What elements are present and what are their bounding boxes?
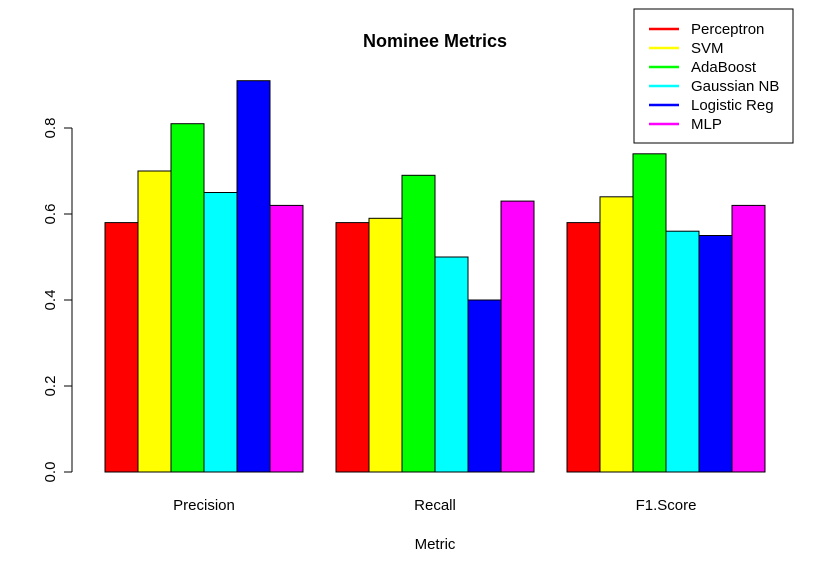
bar	[467, 299, 502, 473]
bar	[632, 153, 667, 473]
bar	[665, 230, 700, 473]
legend-label: MLP	[691, 116, 722, 133]
bar	[698, 235, 733, 473]
legend: Perceptron SVM AdaBoost Gaussian NB Logistic…	[633, 8, 794, 144]
legend-box	[633, 8, 794, 144]
bar	[170, 123, 205, 473]
y-tick-label: 0.8	[42, 118, 59, 139]
bar	[203, 192, 238, 473]
bar	[335, 222, 370, 473]
legend-label: AdaBoost	[691, 59, 757, 76]
bar	[104, 222, 139, 473]
y-tick-label: 0.2	[42, 376, 59, 397]
y-axis: 0.0 0.2 0.4 0.6 0.8	[42, 118, 73, 483]
x-tick-label: Recall	[414, 497, 456, 514]
legend-label: Logistic Reg	[691, 97, 774, 114]
x-tick-label: Precision	[173, 497, 235, 514]
bar	[434, 256, 469, 473]
bar	[236, 80, 271, 473]
bar-groups	[104, 80, 766, 473]
bar	[137, 170, 172, 473]
y-tick-label: 0.4	[42, 290, 59, 311]
bar	[368, 217, 403, 473]
x-tick-label: F1.Score	[636, 497, 697, 514]
legend-label: SVM	[691, 40, 724, 57]
y-tick-label: 0.6	[42, 204, 59, 225]
bar	[269, 204, 304, 473]
bar	[731, 204, 766, 473]
chart-title: Nominee Metrics	[363, 31, 507, 51]
bar	[401, 174, 436, 473]
x-tick-labels: Precision Recall F1.Score	[173, 497, 696, 514]
bar	[500, 200, 535, 473]
legend-label: Gaussian NB	[691, 78, 779, 95]
y-tick-label: 0.0	[42, 462, 59, 483]
bar	[599, 196, 634, 473]
legend-label: Perceptron	[691, 21, 764, 38]
x-axis-label: Metric	[415, 536, 456, 553]
bar	[566, 222, 601, 473]
